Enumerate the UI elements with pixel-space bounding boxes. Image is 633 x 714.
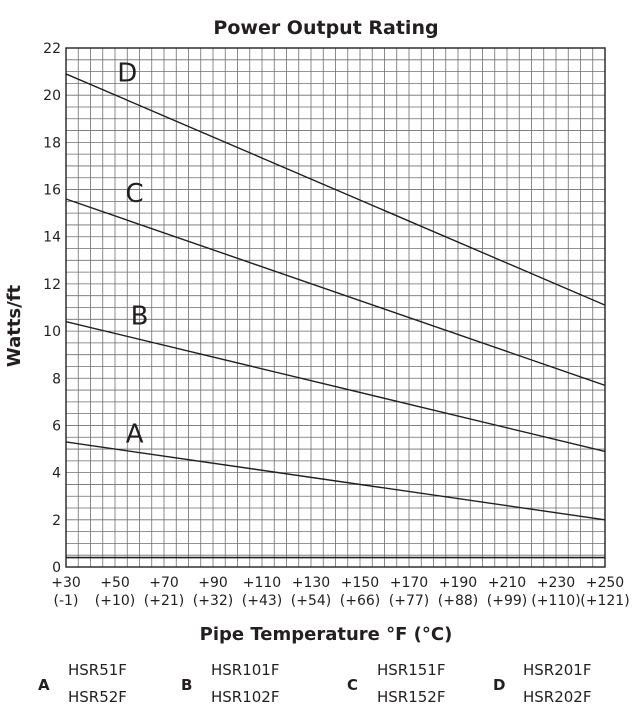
legend-model: HSR201F xyxy=(523,661,592,679)
legend-key: C xyxy=(347,676,359,694)
series-line-d xyxy=(65,73,606,306)
x-tick-label-f: +30 xyxy=(51,575,81,591)
x-axis-label: Pipe Temperature °F (°C) xyxy=(200,624,453,645)
x-tick-label-c: (+10) xyxy=(95,593,135,609)
legend-model: HSR202F xyxy=(523,688,592,706)
series-label-b: B xyxy=(131,301,149,331)
x-tick-label-f: +190 xyxy=(439,575,477,591)
x-tick-label-f: +90 xyxy=(198,575,228,591)
series-label-d: D xyxy=(117,58,137,88)
y-tick-label: 6 xyxy=(52,418,61,434)
x-tick-label-c: (+21) xyxy=(144,593,184,609)
legend-model: HSR101F xyxy=(211,661,280,679)
y-tick-label: 2 xyxy=(52,513,61,529)
y-tick-label: 0 xyxy=(52,560,61,576)
series-labels: A B C D xyxy=(117,58,148,449)
x-tick-label-c: (+88) xyxy=(438,593,478,609)
legend-model: HSR52F xyxy=(68,688,127,706)
legend-model: HSR151F xyxy=(377,661,446,679)
x-tick-labels: +30 (-1) +50 (+10) +70 (+21) +90 (+32) +110 (+43)… xyxy=(51,575,629,609)
plot-frame xyxy=(65,47,606,568)
x-tick-label-f: +50 xyxy=(100,575,130,591)
x-tick-label-c: (+43) xyxy=(242,593,282,609)
power-output-chart: Power Output Rating A B C D 0 2 4 6 8 10 12 14 16 18… xyxy=(4,17,630,645)
series-line-b xyxy=(65,320,606,453)
x-tick-label-f: +150 xyxy=(341,575,379,591)
y-tick-label: 16 xyxy=(43,183,61,199)
x-tick-label-f: +210 xyxy=(488,575,526,591)
axes xyxy=(65,47,606,568)
x-tick-label-c: (-1) xyxy=(54,593,79,609)
series-label-c: C xyxy=(126,179,144,209)
legend-key: D xyxy=(493,676,506,694)
x-tick-label-f: +110 xyxy=(243,575,281,591)
y-tick-label: 8 xyxy=(52,371,61,387)
x-tick-label-c: (+54) xyxy=(291,593,331,609)
x-tick-label-c: (+99) xyxy=(487,593,527,609)
y-tick-label: 10 xyxy=(43,324,61,340)
x-tick-label-c: (+32) xyxy=(193,593,233,609)
y-tick-label: 18 xyxy=(43,135,61,151)
series-label-a: A xyxy=(126,419,144,449)
x-tick-label-f: +170 xyxy=(390,575,428,591)
series-line-c xyxy=(65,198,606,387)
y-tick-label: 12 xyxy=(43,277,61,293)
x-tick-label-f: +130 xyxy=(292,575,330,591)
x-tick-label-f: +230 xyxy=(537,575,575,591)
chart-title: Power Output Rating xyxy=(213,17,438,39)
series-lines xyxy=(65,73,606,521)
y-tick-label: 14 xyxy=(43,230,61,246)
y-tick-label: 4 xyxy=(52,466,61,482)
x-tick-label-c: (+66) xyxy=(340,593,380,609)
y-tick-label: 20 xyxy=(43,88,61,104)
legend-model: HSR152F xyxy=(377,688,446,706)
x-tick-label-f: +250 xyxy=(586,575,624,591)
series-line-a xyxy=(65,441,606,521)
legend-model: HSR51F xyxy=(68,661,127,679)
y-axis-label: Watts/ft xyxy=(4,284,25,367)
legend-key: A xyxy=(38,676,50,694)
x-tick-label-c: (+110) xyxy=(531,593,580,609)
x-tick-label-f: +70 xyxy=(149,575,179,591)
x-tick-label-c: (+121) xyxy=(580,593,629,609)
y-tick-labels: 0 2 4 6 8 10 12 14 16 18 20 22 xyxy=(43,41,61,576)
x-tick-label-c: (+77) xyxy=(389,593,429,609)
y-tick-label: 22 xyxy=(43,41,61,57)
legend-key: B xyxy=(181,676,193,694)
legend-model: HSR102F xyxy=(211,688,280,706)
grid xyxy=(66,48,605,567)
model-legend: A HSR51F HSR52F B HSR101F HSR102F C HSR151F HSR1… xyxy=(0,655,633,714)
